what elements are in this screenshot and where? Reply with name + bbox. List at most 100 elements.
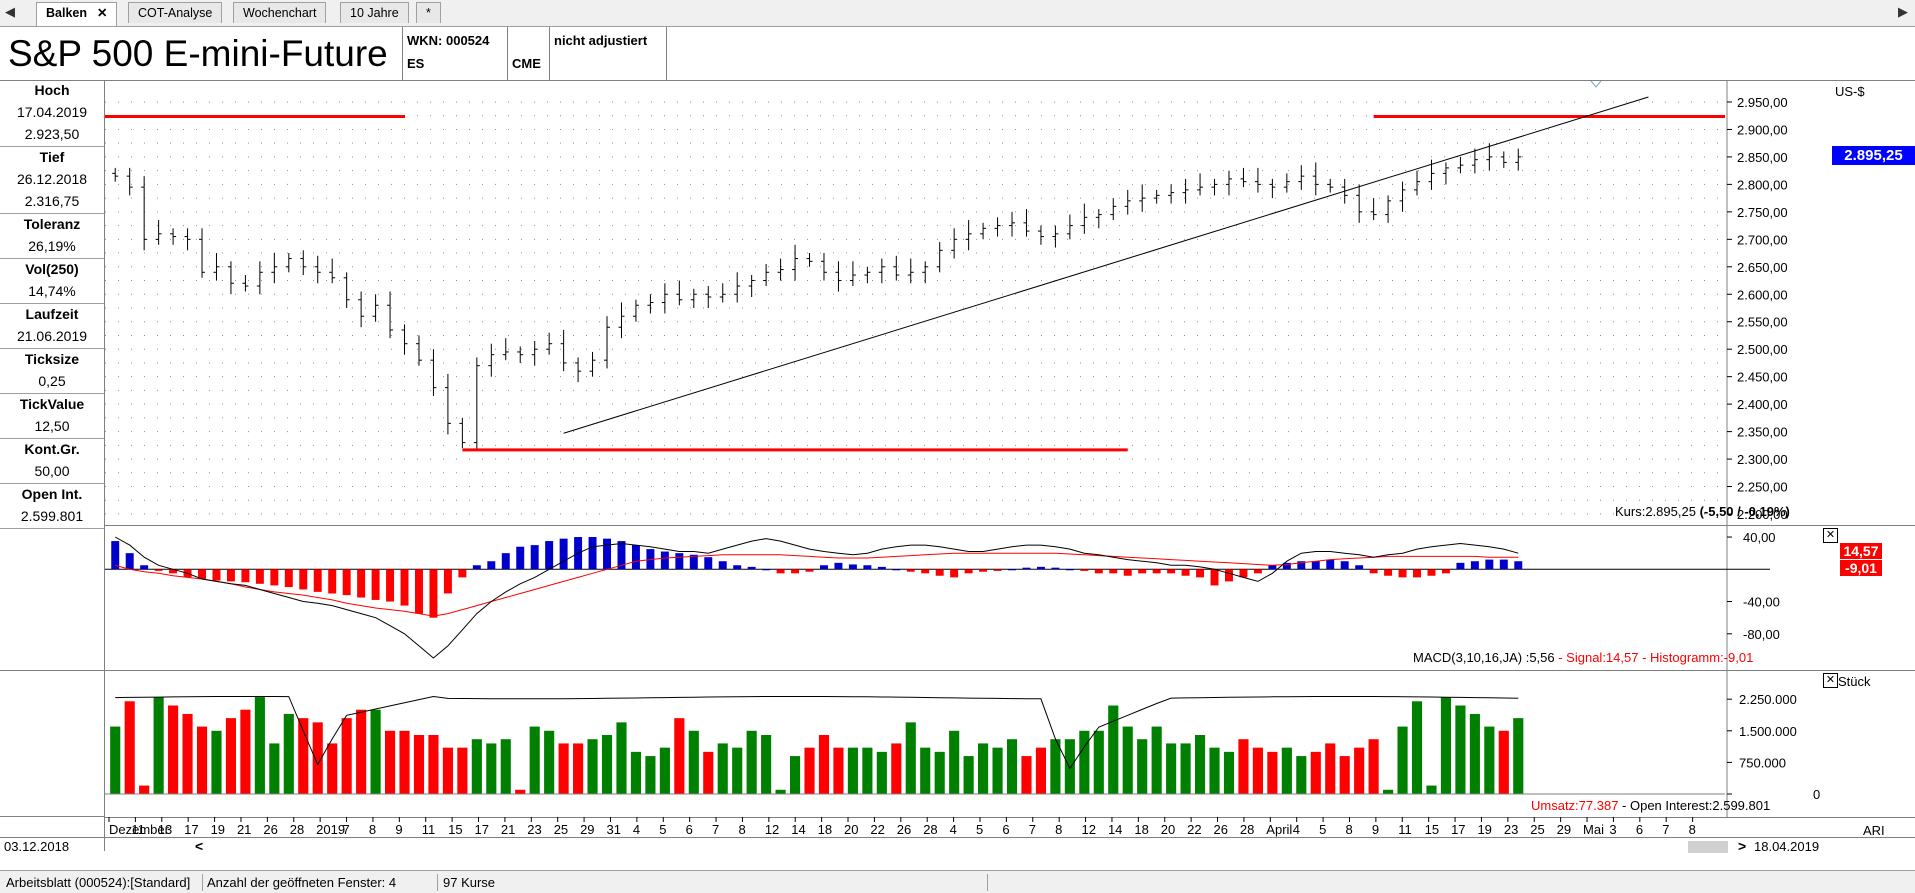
volume-bar bbox=[992, 747, 1003, 794]
scroll-left-icon[interactable]: < bbox=[195, 838, 204, 854]
volume-close-icon[interactable]: ✕ bbox=[1823, 673, 1838, 688]
macd-histogram-bar bbox=[848, 564, 857, 570]
current-price-badge: 2.895,25 bbox=[1832, 146, 1915, 165]
x-tick-label: 7 bbox=[1029, 822, 1036, 837]
volume-bar bbox=[124, 701, 135, 794]
x-tick-label: 14 bbox=[791, 822, 805, 837]
price-bar bbox=[1110, 198, 1117, 221]
macd-histogram-bar bbox=[169, 569, 178, 574]
volume-bar bbox=[1252, 747, 1263, 794]
price-tick-label: 2.600,00 bbox=[1737, 287, 1788, 302]
volume-panel: 2.250.000 1.500.000 750.000 0 ✕ Stück Umsat… bbox=[105, 670, 1915, 818]
x-tick-label: 8 bbox=[1345, 822, 1352, 837]
tab-new[interactable]: * bbox=[416, 2, 441, 23]
price-panel: 2.950,00 2.900,00 2.850,00 2.800,00 2.750,00… bbox=[105, 80, 1915, 526]
x-tick-label: 8 bbox=[369, 822, 376, 837]
x-tick-label: 8 bbox=[738, 822, 745, 837]
price-bar bbox=[647, 294, 654, 314]
price-bar bbox=[358, 291, 365, 328]
volume-bar bbox=[428, 735, 439, 794]
volume-bar bbox=[1238, 739, 1249, 794]
volume-chart[interactable]: 2.250.000 1.500.000 750.000 0 bbox=[105, 670, 1915, 817]
macd-histogram-bar bbox=[1152, 569, 1161, 574]
info-value: 26.12.2018 bbox=[16, 171, 88, 187]
macd-histogram-bar bbox=[1080, 569, 1089, 571]
status-worksheet: Arbeitsblatt (000524):[Standard] bbox=[2, 874, 203, 891]
range-end-date: 18.04.2019 bbox=[1754, 839, 1820, 854]
price-tick-label: 2.400,00 bbox=[1737, 397, 1788, 412]
price-tick-label: 2.350,00 bbox=[1737, 425, 1788, 440]
macd-histogram-bar bbox=[1094, 569, 1103, 574]
volume-tick-label: 1.500.000 bbox=[1739, 724, 1797, 739]
price-bar bbox=[575, 357, 582, 383]
macd-histogram-bar bbox=[516, 546, 525, 570]
macd-histogram-bar bbox=[747, 566, 756, 570]
price-bar bbox=[184, 228, 191, 251]
x-tick-label: 5 bbox=[659, 822, 666, 837]
x-tick-label: 7 bbox=[343, 822, 350, 837]
price-bar bbox=[1124, 189, 1131, 215]
price-bar bbox=[141, 176, 148, 251]
macd-histogram-bar bbox=[689, 554, 698, 570]
macd-histogram-bar bbox=[342, 569, 351, 596]
volume-bar bbox=[399, 730, 410, 794]
signal-value-badge: 14,57 bbox=[1840, 543, 1882, 559]
x-tick-label: 17 bbox=[475, 822, 489, 837]
macd-histogram-bar bbox=[631, 545, 640, 570]
macd-close-icon[interactable]: ✕ bbox=[1823, 528, 1838, 543]
volume-bar bbox=[168, 705, 179, 794]
volume-bar bbox=[327, 743, 338, 794]
tab-10-jahre[interactable]: 10 Jahre bbox=[340, 2, 409, 23]
x-tick-label: Dezember bbox=[109, 822, 170, 837]
volume-bar bbox=[153, 697, 164, 794]
x-tick-label: 29 bbox=[580, 822, 594, 837]
price-bar bbox=[1515, 148, 1522, 171]
x-tick-label: 19 bbox=[211, 822, 225, 837]
volume-bar bbox=[1325, 743, 1336, 794]
close-icon[interactable]: ✕ bbox=[97, 6, 108, 20]
tab-scroll-right-icon[interactable]: ▶ bbox=[1898, 4, 1908, 19]
macd-histogram-bar bbox=[125, 553, 134, 570]
price-bar bbox=[517, 346, 524, 363]
price-bar bbox=[936, 242, 943, 273]
price-bar bbox=[1139, 184, 1146, 212]
info-label: Kont.Gr. bbox=[24, 441, 80, 457]
macd-chart[interactable]: 40,00 -40,00 -80,00 bbox=[105, 525, 1915, 670]
price-bar bbox=[951, 228, 958, 259]
tab-scroll-left-icon[interactable]: ◀ bbox=[5, 4, 15, 19]
macd-histogram-bar bbox=[704, 557, 713, 570]
info-separator bbox=[0, 258, 104, 259]
price-bar bbox=[719, 283, 726, 303]
volume-bar bbox=[1209, 747, 1220, 794]
volume-bar bbox=[1310, 751, 1321, 794]
volume-bar bbox=[630, 751, 642, 794]
x-tick-label: 4 bbox=[950, 822, 957, 837]
volume-bar bbox=[1339, 756, 1350, 794]
price-chart[interactable]: 2.950,00 2.900,00 2.850,00 2.800,00 2.750,00… bbox=[105, 80, 1915, 525]
volume-bar bbox=[211, 730, 222, 794]
tab-label: * bbox=[426, 6, 431, 20]
macd-histogram-bar bbox=[1427, 569, 1436, 576]
symbol-label: ES bbox=[407, 56, 425, 71]
instrument-header: S&P 500 E-mini-Future WKN: 000524 ES CME… bbox=[0, 27, 1915, 81]
macd-histogram-bar bbox=[863, 565, 872, 570]
macd-histogram-bar bbox=[443, 569, 452, 594]
price-tick-label: 2.200,00 bbox=[1737, 507, 1788, 522]
price-bar bbox=[1081, 203, 1088, 234]
price-bar bbox=[1240, 167, 1247, 188]
scroll-right-icon[interactable]: > bbox=[1738, 838, 1747, 854]
tab-label: Wochenchart bbox=[243, 6, 317, 20]
tab-balken[interactable]: Balken ✕ bbox=[36, 2, 118, 26]
price-bar bbox=[1442, 162, 1449, 185]
scroll-thumb[interactable] bbox=[1688, 841, 1728, 853]
tab-cot-analyse[interactable]: COT-Analyse bbox=[128, 2, 223, 23]
tab-wochenchart[interactable]: Wochenchart bbox=[233, 2, 327, 23]
volume-bar bbox=[110, 726, 121, 794]
macd-histogram-bar bbox=[675, 553, 684, 570]
info-label: Laufzeit bbox=[25, 306, 79, 322]
volume-bar bbox=[978, 743, 989, 794]
macd-histogram-bar bbox=[1167, 569, 1176, 574]
x-tick-label: 22 bbox=[870, 822, 884, 837]
price-bar bbox=[126, 167, 133, 196]
volume-bar bbox=[240, 709, 251, 794]
